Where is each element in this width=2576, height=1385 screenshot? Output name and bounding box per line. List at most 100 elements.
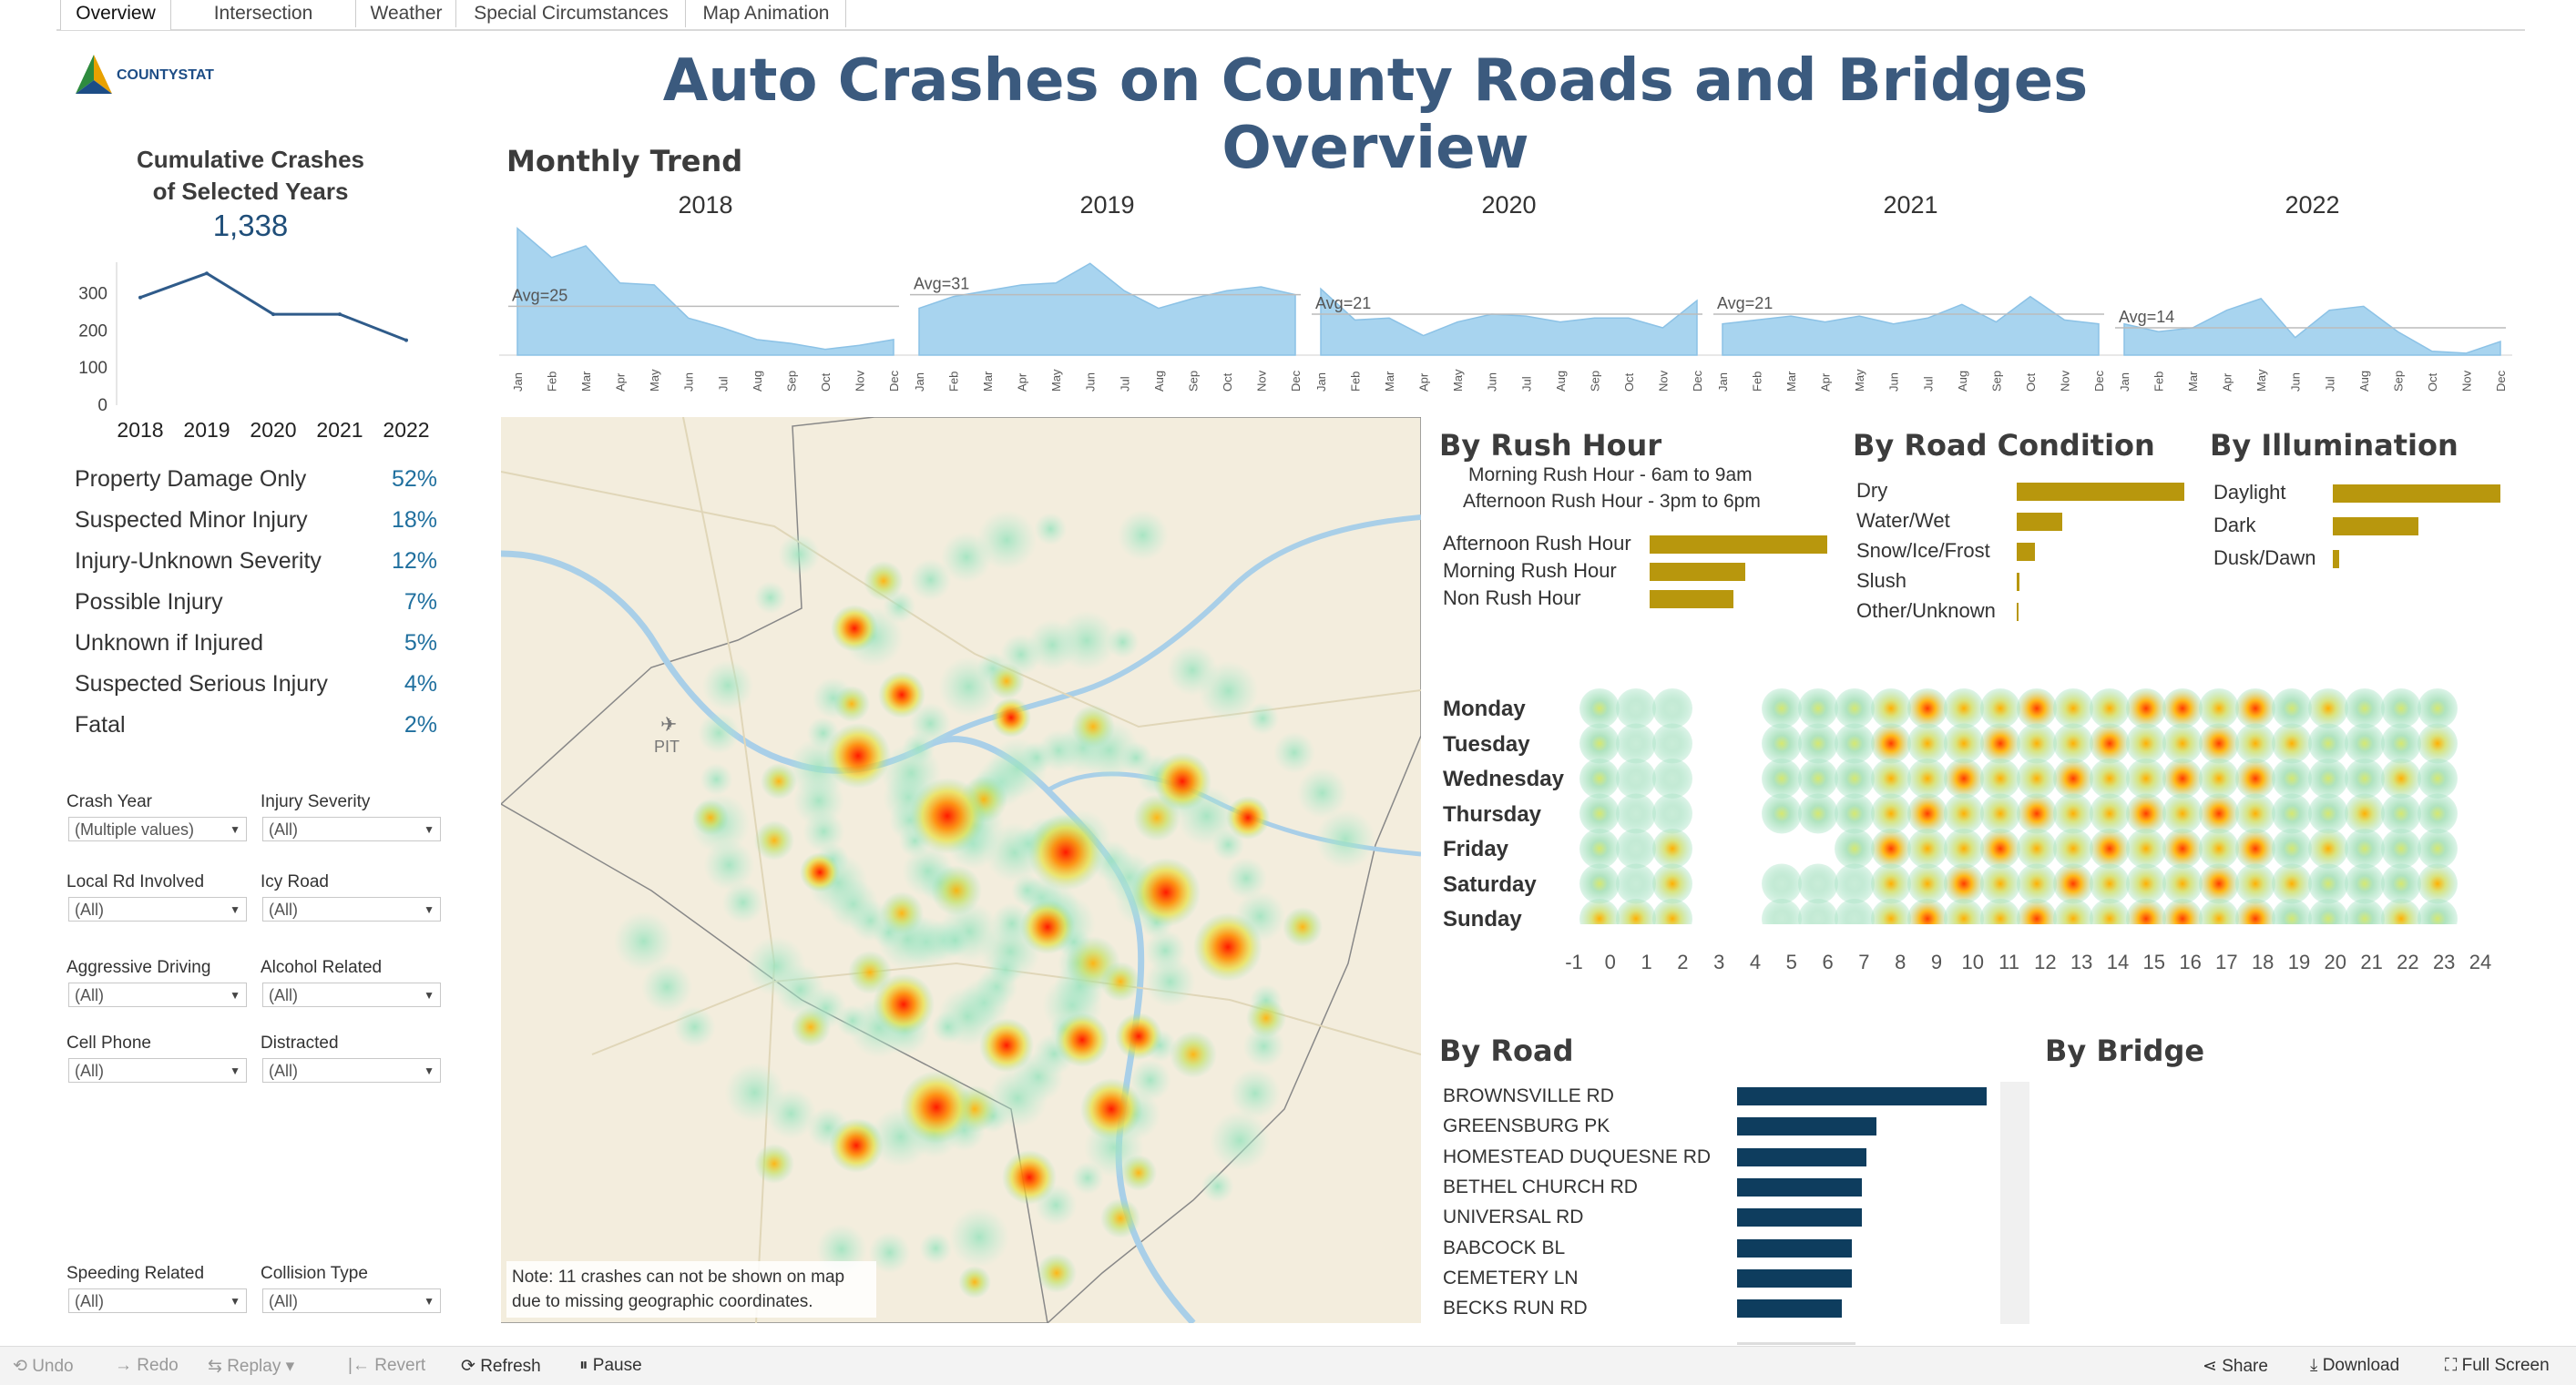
- heatmap-cell[interactable]: [2381, 899, 2421, 924]
- heatmap-cell[interactable]: [2272, 829, 2312, 869]
- heatmap-cell[interactable]: [1616, 863, 1656, 904]
- heatmap-cell[interactable]: [2418, 793, 2458, 834]
- heatmap-cell[interactable]: [1944, 723, 1984, 764]
- heatmap-cell[interactable]: [2162, 688, 2203, 728]
- heatmap-cell[interactable]: [1798, 899, 1838, 924]
- crash-heat-map[interactable]: PIT ✈: [501, 417, 1421, 1323]
- heatmap-cell[interactable]: [1907, 688, 1947, 728]
- heatmap-cell[interactable]: [1762, 863, 1802, 904]
- heatmap-cell[interactable]: [1762, 793, 1802, 834]
- heatmap-cell[interactable]: [2017, 793, 2057, 834]
- heatmap-cell[interactable]: [1980, 723, 2020, 764]
- heatmap-cell[interactable]: [2090, 759, 2130, 799]
- by-road-scrollbar[interactable]: [2000, 1082, 2029, 1324]
- heatmap-cell[interactable]: [2199, 899, 2239, 924]
- heatmap-cell[interactable]: [1835, 723, 1875, 764]
- bar-other-unknown[interactable]: [2017, 603, 2019, 621]
- heatmap-cell[interactable]: [1798, 688, 1838, 728]
- heatmap-cell[interactable]: [2053, 688, 2093, 728]
- heatmap-cell[interactable]: [1907, 829, 1947, 869]
- heatmap-cell[interactable]: [1762, 759, 1802, 799]
- heatmap-cell[interactable]: [1871, 899, 1911, 924]
- replay-dropdown-icon[interactable]: ▾: [285, 1357, 295, 1376]
- heatmap-cell[interactable]: [1980, 899, 2020, 924]
- heatmap-cell[interactable]: [2345, 723, 2385, 764]
- filter-select-aggressive-driving[interactable]: (All) ▼: [68, 983, 247, 1007]
- bar-afternoon-rush-hour[interactable]: [1650, 535, 1827, 554]
- heatmap-cell[interactable]: [1980, 829, 2020, 869]
- heatmap-cell[interactable]: [1579, 688, 1620, 728]
- heatmap-cell[interactable]: [2162, 829, 2203, 869]
- heatmap-cell[interactable]: [1579, 759, 1620, 799]
- heatmap-cell[interactable]: [2090, 688, 2130, 728]
- heatmap-cell[interactable]: [2381, 688, 2421, 728]
- heatmap-cell[interactable]: [2381, 759, 2421, 799]
- bar-slush[interactable]: [2017, 573, 2019, 591]
- heatmap-cell[interactable]: [2053, 829, 2093, 869]
- heatmap-cell[interactable]: [1944, 899, 1984, 924]
- heatmap-cell[interactable]: [1871, 688, 1911, 728]
- heatmap-cell[interactable]: [2162, 863, 2203, 904]
- redo-button[interactable]: → Redo: [115, 1356, 179, 1375]
- heatmap-cell[interactable]: [2308, 688, 2348, 728]
- heatmap-cell[interactable]: [2199, 723, 2239, 764]
- heatmap-cell[interactable]: [2272, 688, 2312, 728]
- heatmap-cell[interactable]: [1652, 829, 1692, 869]
- heatmap-cell[interactable]: [1907, 723, 1947, 764]
- heatmap-cell[interactable]: [1980, 759, 2020, 799]
- heatmap-cell[interactable]: [2345, 793, 2385, 834]
- heatmap-cell[interactable]: [2235, 723, 2275, 764]
- heatmap-cell[interactable]: [2053, 899, 2093, 924]
- revert-button[interactable]: |← Revert: [348, 1356, 426, 1375]
- heatmap-cell[interactable]: [1871, 793, 1911, 834]
- heatmap-cell[interactable]: [2017, 723, 2057, 764]
- heatmap-cell[interactable]: [2053, 863, 2093, 904]
- heatmap-cell[interactable]: [1871, 829, 1911, 869]
- heatmap-cell[interactable]: [2017, 688, 2057, 728]
- road-bar-universal-rd[interactable]: [1737, 1208, 1862, 1227]
- heatmap-cell[interactable]: [1944, 863, 1984, 904]
- heatmap-cell[interactable]: [1579, 863, 1620, 904]
- share-button[interactable]: ⋖ Share: [2203, 1357, 2268, 1376]
- heatmap-cell[interactable]: [2199, 863, 2239, 904]
- heatmap-cell[interactable]: [1980, 793, 2020, 834]
- filter-select-speeding-related[interactable]: (All) ▼: [68, 1288, 247, 1313]
- heatmap-cell[interactable]: [2308, 793, 2348, 834]
- heatmap-cell[interactable]: [1762, 723, 1802, 764]
- heatmap-cell[interactable]: [2235, 759, 2275, 799]
- heatmap-cell[interactable]: [2162, 759, 2203, 799]
- heatmap-cell[interactable]: [2017, 899, 2057, 924]
- heatmap-cell[interactable]: [1835, 863, 1875, 904]
- heatmap-cell[interactable]: [1871, 759, 1911, 799]
- heatmap-cell[interactable]: [2308, 829, 2348, 869]
- heatmap-cell[interactable]: [1980, 688, 2020, 728]
- heatmap-cell[interactable]: [2235, 899, 2275, 924]
- heatmap-cell[interactable]: [2199, 793, 2239, 834]
- full-screen-button[interactable]: ⛶ Full Screen: [2445, 1356, 2550, 1375]
- heatmap-cell[interactable]: [1798, 759, 1838, 799]
- heatmap-cell[interactable]: [1944, 688, 1984, 728]
- tab-special-circumstances[interactable]: Special Circumstances: [457, 0, 686, 27]
- heatmap-cell[interactable]: [1907, 863, 1947, 904]
- heatmap-cell[interactable]: [1616, 723, 1656, 764]
- heatmap-cell[interactable]: [2126, 793, 2166, 834]
- heatmap-cell[interactable]: [2418, 829, 2458, 869]
- filter-select-alcohol-related[interactable]: (All) ▼: [262, 983, 441, 1007]
- heatmap-cell[interactable]: [2053, 723, 2093, 764]
- heatmap-cell[interactable]: [1907, 793, 1947, 834]
- heatmap-cell[interactable]: [2017, 863, 2057, 904]
- road-bar-becks-run-rd[interactable]: [1737, 1299, 1843, 1319]
- heatmap-cell[interactable]: [2272, 863, 2312, 904]
- heatmap-cell[interactable]: [1652, 899, 1692, 924]
- heatmap-cell[interactable]: [1835, 899, 1875, 924]
- heatmap-cell[interactable]: [2345, 863, 2385, 904]
- tab-map-animation[interactable]: Map Animation: [687, 0, 846, 27]
- heatmap-cell[interactable]: [2090, 829, 2130, 869]
- heatmap-cell[interactable]: [1835, 688, 1875, 728]
- heatmap-cell[interactable]: [1652, 759, 1692, 799]
- undo-button[interactable]: ⟲ Undo: [13, 1357, 74, 1376]
- heatmap-cell[interactable]: [1652, 723, 1692, 764]
- download-button[interactable]: ⤓ Download: [2310, 1356, 2400, 1375]
- heatmap-cell[interactable]: [2345, 899, 2385, 924]
- heatmap-cell[interactable]: [1907, 899, 1947, 924]
